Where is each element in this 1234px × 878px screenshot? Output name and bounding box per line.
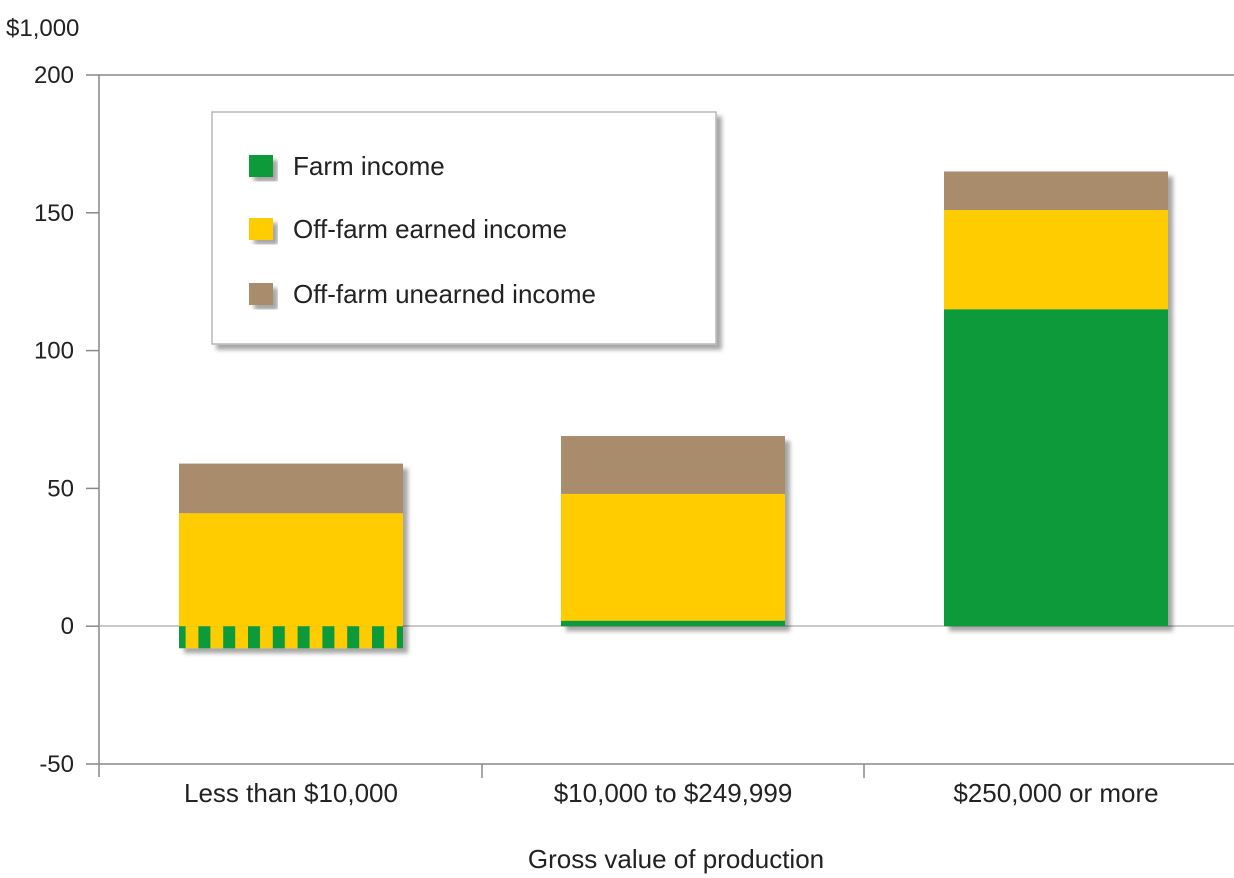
bar-segment-off-farm-earned-income — [944, 210, 1168, 310]
category-labels: Less than $10,000 $10,000 to $249,999 $250… — [184, 778, 1159, 808]
bar-stack — [179, 463, 403, 649]
legend-box — [211, 111, 717, 345]
y-tick-label: -50 — [39, 751, 74, 778]
y-tick-label: 200 — [34, 62, 74, 89]
y-tick-label: 150 — [34, 200, 74, 227]
legend-swatch — [249, 218, 273, 240]
legend: Farm income Off-farm earned income Off-far… — [211, 111, 717, 345]
y-ticks: 200 150 100 50 0 -50 — [34, 62, 99, 778]
bars — [179, 171, 1168, 649]
bar-segment-off-farm-earned-income — [179, 513, 403, 627]
bar-stack — [944, 171, 1168, 627]
legend-label: Off-farm earned income — [293, 214, 567, 244]
legend-swatch — [249, 155, 273, 177]
bar-segment-farm-income — [561, 620, 785, 627]
unit-label: $1,000 — [6, 15, 79, 42]
y-tick-label: 100 — [34, 338, 74, 365]
bar-segment-off-farm-unearned-income — [179, 463, 403, 514]
legend-label: Farm income — [293, 151, 445, 181]
legend-swatch — [249, 283, 273, 305]
category-label: Less than $10,000 — [184, 778, 398, 808]
category-label: $250,000 or more — [953, 778, 1158, 808]
y-tick-label: 50 — [47, 475, 74, 502]
bar-segment-off-farm-earned-income — [561, 493, 785, 621]
bar-segment-off-farm-unearned-income — [944, 171, 1168, 211]
x-axis-title: Gross value of production — [528, 844, 824, 874]
bar-segment-farm-income — [944, 309, 1168, 627]
category-label: $10,000 to $249,999 — [554, 778, 793, 808]
bar-stack — [561, 436, 785, 627]
legend-label: Off-farm unearned income — [293, 279, 596, 309]
y-tick-label: 0 — [61, 613, 74, 640]
bar-segment-farm-income — [179, 626, 403, 649]
bar-segment-off-farm-unearned-income — [561, 436, 785, 494]
